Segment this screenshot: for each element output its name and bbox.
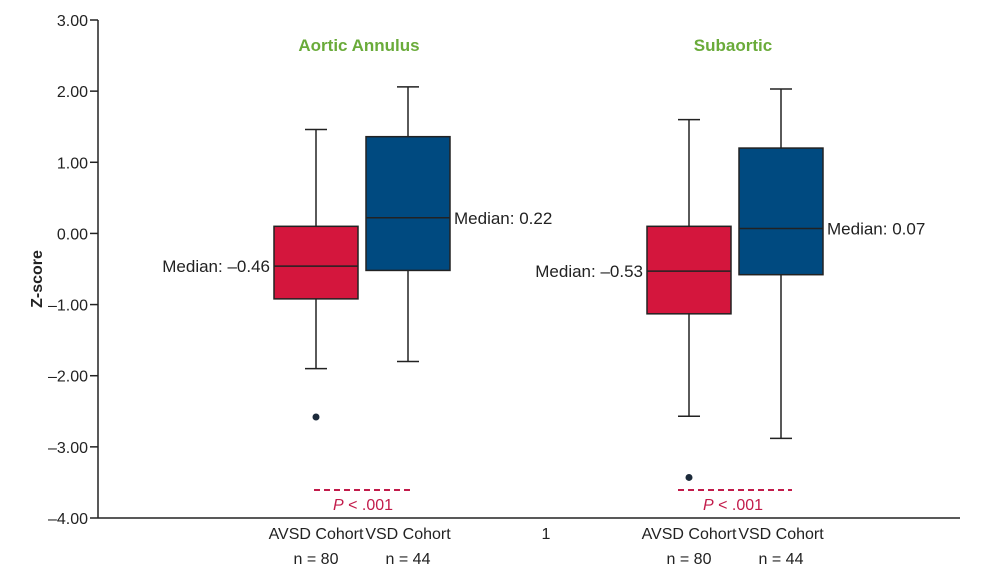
category-label: AVSD Cohort <box>642 526 737 543</box>
y-axis-label: Z-score <box>29 250 46 308</box>
n-label: n = 80 <box>294 551 339 568</box>
median-label: Median: –0.46 <box>162 257 270 276</box>
pvalue-label: P < .001 <box>333 497 393 514</box>
y-tick-label: 2.00 <box>57 84 88 101</box>
box-avsd: Median: –0.46 AVSD Cohort n = 80 <box>162 128 364 568</box>
y-axis: 3.00 2.00 1.00 0.00 –1.00 –2.00 –3.00 –4.00 <box>48 13 99 528</box>
group-title: Aortic Annulus <box>298 36 419 55</box>
outlier-point <box>312 413 320 421</box>
pvalue-text: < .001 <box>344 497 393 514</box>
plot-area: Aortic Annulus Median: –0.46 AVSD Cohort n … <box>162 36 925 568</box>
outlier-point <box>685 473 693 481</box>
box-vsd: Median: 0.22 VSD Cohort n = 44 <box>365 86 552 568</box>
category-label: VSD Cohort <box>738 526 824 543</box>
y-tick-label: 3.00 <box>57 13 88 30</box>
y-tick-label: –3.00 <box>48 440 88 457</box>
box-iqr <box>646 225 732 315</box>
n-label: n = 44 <box>386 551 431 568</box>
group-title: Subaortic <box>694 36 772 55</box>
category-label: VSD Cohort <box>365 526 451 543</box>
category-label: AVSD Cohort <box>269 526 364 543</box>
pvalue-label: P < .001 <box>703 497 763 514</box>
y-tick-label: 0.00 <box>57 226 88 243</box>
x-middle-label: 1 <box>542 526 551 543</box>
pvalue-text: < .001 <box>714 497 763 514</box>
median-label: Median: –0.53 <box>535 262 643 281</box>
median-label: Median: 0.07 <box>827 219 925 238</box>
y-tick-label: –2.00 <box>48 369 88 386</box>
box-avsd: Median: –0.53 AVSD Cohort n = 80 <box>535 118 737 568</box>
box-vsd: Median: 0.07 VSD Cohort n = 44 <box>738 88 925 568</box>
n-label: n = 80 <box>667 551 712 568</box>
group-0: Aortic Annulus Median: –0.46 AVSD Cohort n … <box>162 36 552 568</box>
y-tick-label: –4.00 <box>48 511 88 528</box>
pvalue-symbol: P <box>703 497 714 514</box>
y-tick-label: –1.00 <box>48 298 88 315</box>
box-iqr <box>273 225 359 300</box>
median-label: Median: 0.22 <box>454 209 552 228</box>
box-iqr <box>738 147 824 276</box>
n-label: n = 44 <box>759 551 804 568</box>
y-tick-label: 1.00 <box>57 155 88 172</box>
box-iqr <box>365 135 451 272</box>
pvalue-symbol: P <box>333 497 344 514</box>
